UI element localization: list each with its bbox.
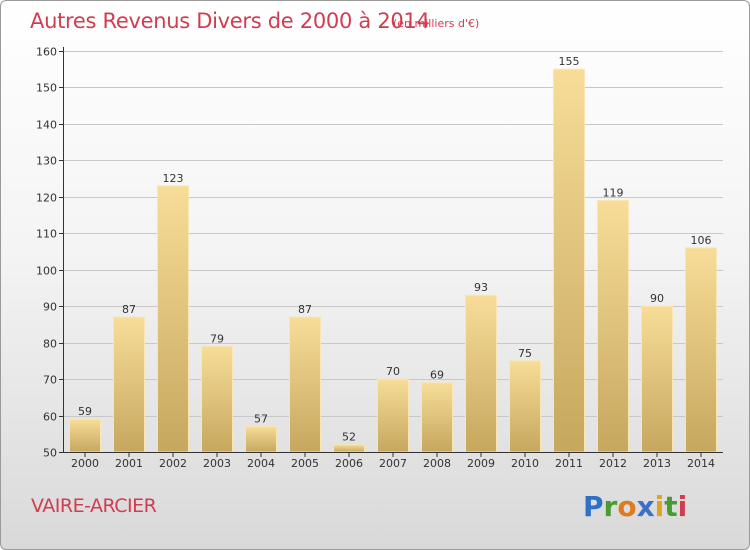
bar	[377, 378, 409, 453]
chart-subtitle: (en milliers d'€)	[393, 17, 480, 30]
logo-letter: i	[654, 490, 665, 523]
bar-value-label: 57	[254, 412, 268, 425]
bar-value-label: 90	[650, 292, 664, 305]
x-tick-label: 2010	[511, 457, 539, 470]
bar-value-label: 75	[518, 347, 532, 360]
logo-letter: i	[677, 490, 688, 523]
bar	[157, 185, 189, 453]
bar	[113, 316, 145, 453]
logo-letter: o	[617, 490, 637, 523]
commune-name: VAIRE-ARCIER	[31, 495, 157, 517]
logo-letter: r	[603, 490, 618, 523]
x-tick-label: 2001	[115, 457, 143, 470]
bar	[553, 68, 585, 453]
logo-letter: t	[664, 490, 678, 523]
bar	[201, 345, 233, 453]
bar-value-label: 93	[474, 281, 488, 294]
bar-value-label: 52	[342, 431, 356, 444]
x-tick-label: 2011	[555, 457, 583, 470]
bar	[289, 316, 321, 453]
bar	[69, 418, 101, 453]
logo-letter: P	[583, 490, 604, 523]
bar	[597, 199, 629, 453]
logo-letter: x	[636, 490, 655, 523]
x-tick-label: 2007	[379, 457, 407, 470]
bar	[245, 425, 277, 453]
y-tick-label: 60	[43, 411, 57, 424]
x-tick-label: 2005	[291, 457, 319, 470]
x-tick-label: 2012	[599, 457, 627, 470]
bar	[333, 444, 365, 453]
bar-value-label: 87	[122, 303, 136, 316]
y-tick-label: 90	[43, 301, 57, 314]
bar-value-label: 70	[386, 365, 400, 378]
y-tick-label: 50	[43, 447, 57, 460]
x-tick-label: 2004	[247, 457, 275, 470]
x-tick-label: 2002	[159, 457, 187, 470]
bar	[465, 294, 497, 453]
bar	[685, 247, 717, 453]
bar-value-label: 59	[78, 405, 92, 418]
chart-title: Autres Revenus Divers de 2000 à 2014	[30, 9, 430, 33]
y-tick-label: 130	[36, 155, 57, 168]
x-tick-label: 2003	[203, 457, 231, 470]
y-tick-label: 110	[36, 228, 57, 241]
x-tick-label: 2009	[467, 457, 495, 470]
y-tick-label: 160	[36, 46, 57, 59]
x-tick-label: 2014	[687, 457, 715, 470]
y-tick-label: 150	[36, 82, 57, 95]
y-tick-label: 70	[43, 374, 57, 387]
bar-value-label: 155	[559, 55, 580, 68]
bar-value-label: 119	[603, 186, 624, 199]
y-tick-label: 120	[36, 192, 57, 205]
axes: 50 60 70 80 90 100 110 120 130 140 150 160 2000 2001 2…	[36, 46, 723, 470]
bar-value-label: 87	[298, 303, 312, 316]
x-tick-label: 2000	[71, 457, 99, 470]
x-tick-label: 2006	[335, 457, 363, 470]
bar	[641, 305, 673, 453]
bar-value-label: 79	[210, 332, 224, 345]
bar	[421, 382, 453, 453]
y-tick-label: 80	[43, 338, 57, 351]
x-tick-label: 2013	[643, 457, 671, 470]
x-tick-label: 2008	[423, 457, 451, 470]
bar	[509, 360, 541, 453]
bars: 59 87 123 79 57 87 52 70 69 93 75 155 119 90 106	[69, 55, 717, 453]
bar-value-label: 106	[691, 234, 712, 247]
y-tick-label: 140	[36, 119, 57, 132]
proxiti-logo[interactable]: Proxiti	[583, 490, 687, 523]
y-tick-label: 100	[36, 265, 57, 278]
bar-value-label: 69	[430, 369, 444, 382]
bar-value-label: 123	[163, 172, 184, 185]
